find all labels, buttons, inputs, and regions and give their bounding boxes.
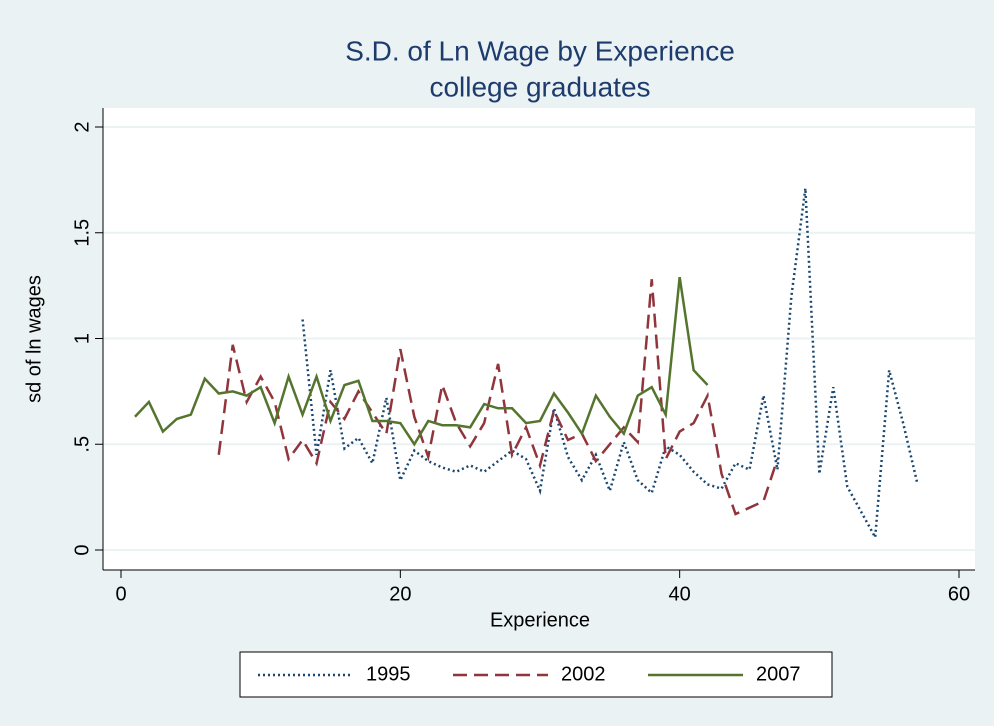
- legend-label: 1995: [366, 663, 411, 685]
- legend-label: 2002: [561, 663, 606, 685]
- series-line: [134, 276, 709, 447]
- y-tick-label: .5: [71, 436, 93, 453]
- chart-subtitle: college graduates: [429, 71, 650, 102]
- x-tick-label: 0: [115, 583, 126, 605]
- x-tick-label: 60: [948, 583, 970, 605]
- y-axis-label: sd of ln wages: [23, 275, 45, 403]
- x-axis-label: Experience: [490, 609, 590, 631]
- x-tick-label: 20: [389, 583, 411, 605]
- y-tick-label: 1.5: [71, 219, 93, 247]
- y-tick-label: 1: [71, 333, 93, 344]
- y-tick-label: 0: [71, 544, 93, 555]
- series-line: [217, 279, 779, 516]
- x-tick-label: 40: [669, 583, 691, 605]
- chart-title: S.D. of Ln Wage by Experience: [345, 35, 735, 66]
- legend-label: 2007: [756, 663, 801, 685]
- y-tick-label: 2: [71, 121, 93, 132]
